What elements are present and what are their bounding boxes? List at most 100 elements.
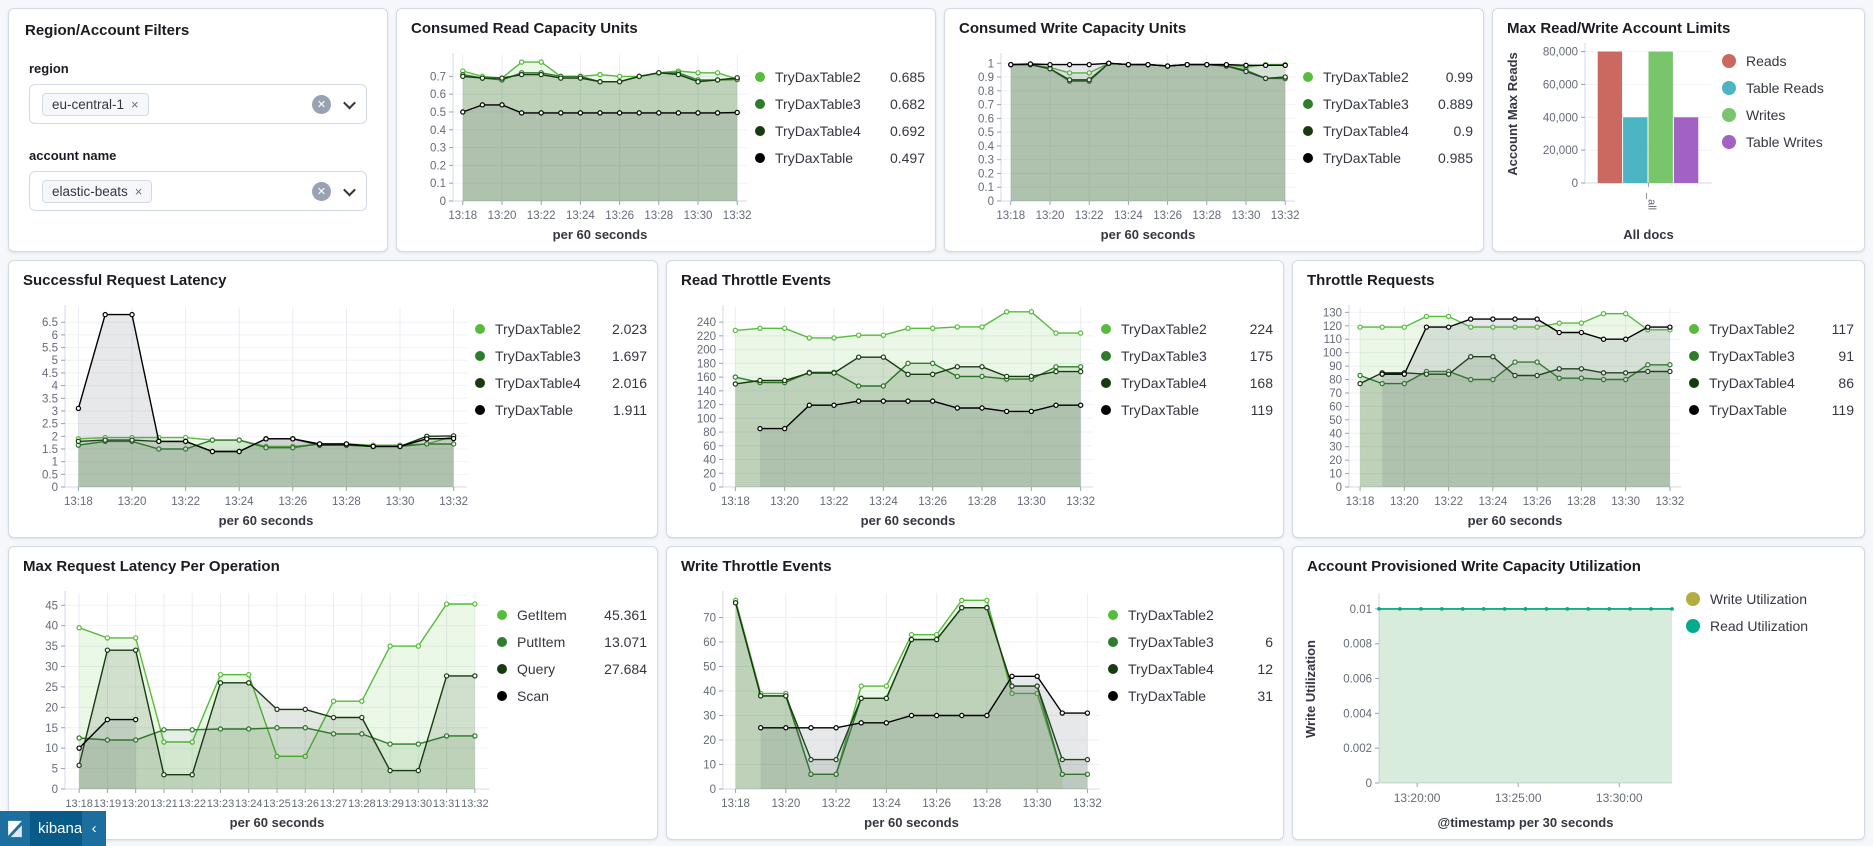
legend-item-trydaxtable4[interactable]: TryDaxTable4 12	[1108, 655, 1273, 682]
legend-item-trydaxtable4[interactable]: TryDaxTable4 0.9	[1303, 117, 1473, 144]
legend-item-write-utilization[interactable]: Write Utilization	[1686, 585, 1854, 612]
kibana-navbar: kibana ‹	[0, 811, 106, 846]
legend-item-trydaxtable4[interactable]: TryDaxTable4 86	[1689, 369, 1854, 396]
svg-text:0.8: 0.8	[978, 86, 994, 98]
legend-item-trydaxtable2[interactable]: TryDaxTable2 117	[1689, 315, 1854, 342]
svg-text:140: 140	[697, 386, 716, 398]
chart-canvas[interactable]: 0 0.1 0.2 0.3 0.4 0.5 0.6 0.7 13:18 13:20 13:22 13:…	[405, 43, 755, 245]
svg-text:0.3: 0.3	[430, 143, 446, 155]
legend-series-value: 2.016	[611, 374, 647, 391]
legend-item-scan[interactable]: Scan	[497, 682, 647, 709]
svg-text:13:22: 13:22	[820, 496, 849, 508]
svg-text:0.004: 0.004	[1343, 708, 1372, 720]
legend-item-trydaxtable3[interactable]: TryDaxTable3 175	[1101, 342, 1273, 369]
panel-successful-request-latency: Successful Request Latency 0 0.5 1 1.5 2 2.5 3…	[8, 260, 658, 538]
legend-item-table-reads[interactable]: Table Reads	[1722, 74, 1854, 101]
chart-canvas[interactable]: 0 20,000 40,000 60,000 80,000 _all All docs Acc…	[1501, 37, 1722, 245]
legend: TryDaxTable2 0.99 TryDaxTable3 0.889 TryDaxT…	[1303, 43, 1473, 245]
panel-read-throttle-events: Read Throttle Events 0 20 40 60 80 100 120 140 1…	[666, 260, 1284, 538]
legend-item-trydaxtable4[interactable]: TryDaxTable4 0.692	[755, 117, 925, 144]
legend-item-writes[interactable]: Writes	[1722, 101, 1854, 128]
legend-item-trydaxtable[interactable]: TryDaxTable 1.911	[475, 396, 647, 423]
collapse-nav-button[interactable]: ‹	[82, 811, 106, 846]
chevron-down-icon[interactable]	[343, 96, 356, 109]
chart-canvas[interactable]: 0 5 10 15 20 25 30 35 40 45 13:18 13:19 13:20 13:21 13…	[17, 581, 497, 833]
svg-text:0.7: 0.7	[430, 71, 446, 83]
panel-title: Consumed Read Capacity Units	[411, 20, 638, 37]
legend-series-value: 224	[1249, 320, 1273, 337]
svg-text:1: 1	[988, 58, 994, 70]
svg-text:0.008: 0.008	[1343, 639, 1372, 651]
legend-item-trydaxtable2[interactable]: TryDaxTable2 2.023	[475, 315, 647, 342]
chart-canvas[interactable]: 0 10 20 30 40 50 60 70 13:18 13:20 13:22 13:24 13:26…	[675, 581, 1108, 833]
legend-item-trydaxtable2[interactable]: TryDaxTable2 0.685	[755, 63, 925, 90]
legend-dot-icon	[475, 404, 485, 415]
svg-text:20: 20	[703, 468, 716, 480]
clear-selection-button[interactable]: ✕	[312, 94, 331, 114]
account-name-combobox[interactable]: elastic-beats × ✕	[29, 171, 367, 211]
region-combobox[interactable]: eu-central-1 × ✕	[29, 84, 367, 124]
svg-text:130: 130	[1323, 307, 1342, 319]
legend-item-trydaxtable2[interactable]: TryDaxTable2 0.99	[1303, 63, 1473, 90]
svg-text:13:30:00: 13:30:00	[1596, 791, 1643, 805]
legend-dot-icon	[1101, 404, 1111, 415]
svg-text:13:24: 13:24	[869, 496, 898, 508]
legend-item-putitem[interactable]: PutItem 13.071	[497, 628, 647, 655]
chart-svg: 0 0.1 0.2 0.3 0.4 0.5 0.6 0.7 13:18 13:20 13:22 13:…	[430, 53, 752, 242]
legend-item-trydaxtable4[interactable]: TryDaxTable4 2.016	[475, 369, 647, 396]
svg-text:120: 120	[1323, 321, 1342, 333]
svg-text:2: 2	[52, 431, 58, 443]
legend-item-query[interactable]: Query 27.684	[497, 655, 647, 682]
legend-series-name: Table Reads	[1746, 79, 1824, 96]
legend-item-table-writes[interactable]: Table Writes	[1722, 128, 1854, 155]
remove-option-icon[interactable]: ×	[131, 96, 139, 112]
legend-item-trydaxtable3[interactable]: TryDaxTable3 0.682	[755, 90, 925, 117]
legend-dot-icon	[1689, 323, 1699, 334]
svg-text:35: 35	[45, 641, 58, 653]
legend-series-name: TryDaxTable	[775, 149, 854, 166]
svg-text:90: 90	[1329, 361, 1342, 373]
legend-dot-icon	[1686, 591, 1700, 606]
legend-dot-icon	[755, 98, 765, 109]
legend-item-getitem[interactable]: GetItem 45.361	[497, 601, 647, 628]
svg-text:0: 0	[988, 196, 994, 208]
legend-item-trydaxtable3[interactable]: TryDaxTable3 6	[1108, 628, 1273, 655]
legend-item-trydaxtable4[interactable]: TryDaxTable4 168	[1101, 369, 1273, 396]
legend-item-trydaxtable2[interactable]: TryDaxTable2 224	[1101, 315, 1273, 342]
svg-text:25: 25	[45, 682, 58, 694]
account-selected-pill[interactable]: elastic-beats ×	[42, 179, 153, 203]
remove-option-icon[interactable]: ×	[134, 183, 143, 199]
legend: Reads Table Reads Writes Table Writes	[1722, 37, 1854, 245]
legend-item-trydaxtable3[interactable]: TryDaxTable3 0.889	[1303, 90, 1473, 117]
legend-item-trydaxtable3[interactable]: TryDaxTable3 1.697	[475, 342, 647, 369]
chart-canvas[interactable]: 0 0.002 0.004 0.006 0.008 0.01 13:20:00 13:25:0…	[1301, 581, 1686, 833]
chart-canvas[interactable]: 0 0.5 1 1.5 2 2.5 3 3.5 4 4.5 5 5.5 6 6.5 13:18 13:20 13…	[17, 295, 475, 531]
svg-text:110: 110	[1324, 334, 1342, 346]
region-selected-pill[interactable]: eu-central-1 ×	[42, 92, 149, 116]
svg-text:0: 0	[1572, 178, 1578, 190]
legend-dot-icon	[497, 636, 507, 647]
chart-canvas[interactable]: 0 10 20 30 40 50 60 70 80 90 100 110 120 130 13:18 13:2…	[1301, 295, 1689, 531]
svg-text:0.5: 0.5	[978, 127, 994, 139]
legend-item-read-utilization[interactable]: Read Utilization	[1686, 612, 1854, 639]
legend-series-name: TryDaxTable2	[1121, 320, 1207, 337]
legend-item-trydaxtable[interactable]: TryDaxTable 0.497	[755, 144, 925, 171]
legend-item-trydaxtable[interactable]: TryDaxTable 0.985	[1303, 144, 1473, 171]
clear-selection-button[interactable]: ✕	[312, 181, 331, 201]
svg-text:per 60 seconds: per 60 seconds	[1101, 227, 1196, 242]
legend-item-trydaxtable2[interactable]: TryDaxTable2	[1108, 601, 1273, 628]
chevron-down-icon[interactable]	[343, 183, 356, 196]
region-label: region	[29, 61, 69, 76]
svg-text:6: 6	[52, 330, 58, 342]
legend-item-trydaxtable[interactable]: TryDaxTable 31	[1108, 682, 1273, 709]
legend-item-reads[interactable]: Reads	[1722, 47, 1854, 74]
legend-item-trydaxtable3[interactable]: TryDaxTable3 91	[1689, 342, 1854, 369]
svg-text:60: 60	[703, 441, 716, 453]
chart-canvas[interactable]: 0 20 40 60 80 100 120 140 160 180 200 220 240 13:18 13…	[675, 295, 1101, 531]
chart-canvas[interactable]: 0 0.1 0.2 0.3 0.4 0.5 0.6 0.7 0.8 0.9 1 13:18 13:20 1…	[953, 43, 1303, 245]
account-name-label: account name	[29, 148, 117, 163]
legend-item-trydaxtable[interactable]: TryDaxTable 119	[1689, 396, 1854, 423]
svg-text:70: 70	[1329, 388, 1342, 400]
legend-item-trydaxtable[interactable]: TryDaxTable 119	[1101, 396, 1273, 423]
